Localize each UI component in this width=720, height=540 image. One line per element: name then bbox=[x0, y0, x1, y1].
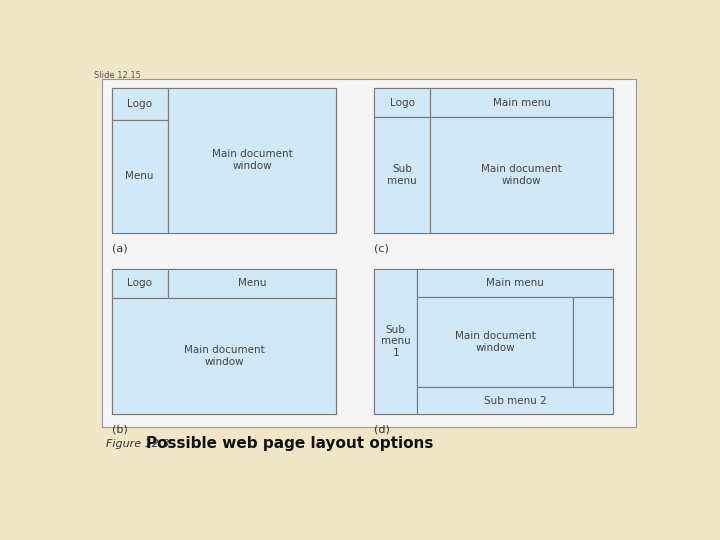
Text: (c): (c) bbox=[374, 244, 390, 253]
Text: Menu: Menu bbox=[238, 279, 266, 288]
Bar bbox=[573, 296, 613, 387]
Text: Menu: Menu bbox=[125, 172, 154, 181]
Text: (b): (b) bbox=[112, 424, 127, 434]
Bar bbox=[168, 269, 336, 298]
Bar bbox=[374, 88, 431, 117]
Text: Figure 12.3: Figure 12.3 bbox=[106, 438, 169, 449]
Bar bbox=[374, 88, 613, 233]
Text: Sub
menu
1: Sub menu 1 bbox=[381, 325, 410, 358]
Text: Main document
window: Main document window bbox=[481, 164, 562, 186]
Bar bbox=[112, 120, 168, 233]
Text: Main document
window: Main document window bbox=[454, 331, 535, 353]
Bar bbox=[374, 269, 613, 414]
Text: Main document
window: Main document window bbox=[184, 345, 264, 367]
Text: (d): (d) bbox=[374, 424, 390, 434]
Bar bbox=[112, 88, 168, 120]
Text: Logo: Logo bbox=[390, 98, 415, 107]
Text: Logo: Logo bbox=[127, 99, 152, 109]
Text: Slide 12.15: Slide 12.15 bbox=[94, 71, 140, 80]
Bar bbox=[417, 269, 613, 296]
Bar bbox=[417, 387, 613, 414]
Text: Main menu: Main menu bbox=[486, 278, 544, 288]
Text: Sub menu 2: Sub menu 2 bbox=[484, 395, 546, 406]
Bar bbox=[431, 117, 613, 233]
Text: Sub
menu: Sub menu bbox=[387, 164, 417, 186]
Bar bbox=[112, 269, 336, 414]
Bar bbox=[112, 269, 168, 298]
Text: Possible web page layout options: Possible web page layout options bbox=[145, 436, 433, 451]
Bar bbox=[168, 88, 336, 233]
Text: Main menu: Main menu bbox=[492, 98, 551, 107]
Bar bbox=[431, 88, 613, 117]
Bar bbox=[102, 79, 636, 427]
Bar bbox=[374, 117, 431, 233]
Bar bbox=[374, 269, 417, 414]
Bar bbox=[112, 298, 336, 414]
Text: (a): (a) bbox=[112, 244, 127, 253]
Text: Main document
window: Main document window bbox=[212, 150, 292, 171]
Text: Logo: Logo bbox=[127, 279, 152, 288]
Bar bbox=[417, 296, 573, 387]
Bar bbox=[112, 88, 336, 233]
